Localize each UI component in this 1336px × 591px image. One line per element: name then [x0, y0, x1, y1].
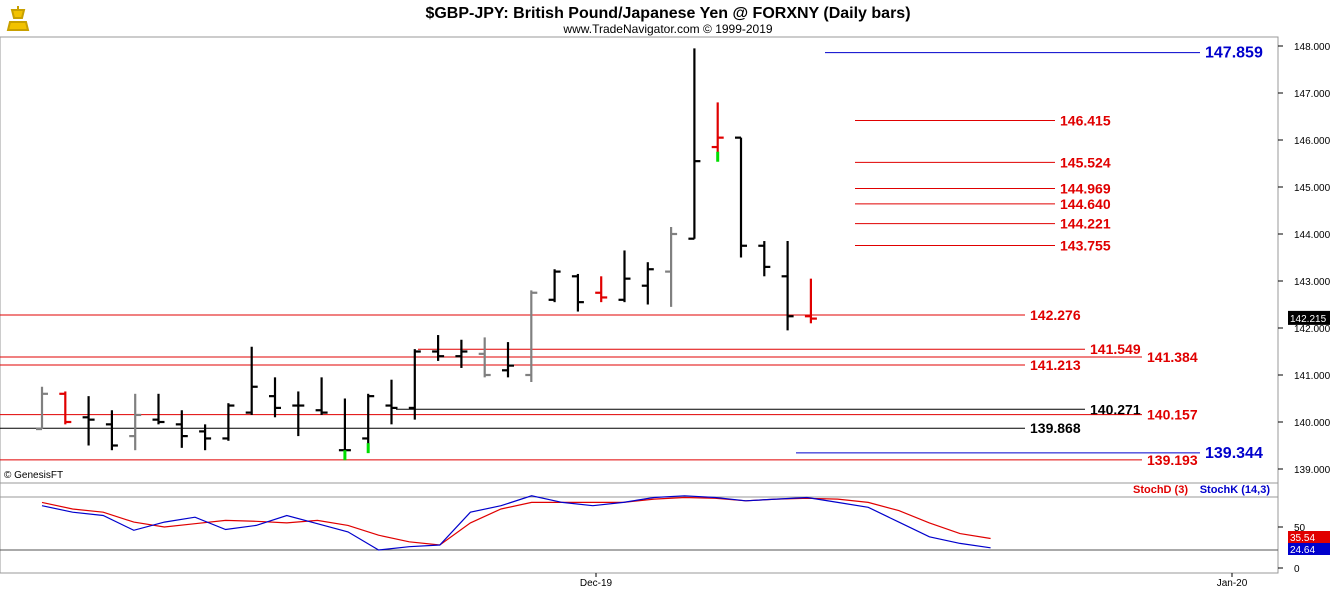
ohlc-bar	[758, 241, 771, 277]
stochastic-series-line	[41, 495, 991, 551]
y-tick-label: 142.000	[1294, 324, 1331, 335]
ohlc-bar	[688, 48, 701, 240]
y-tick-label: 141.000	[1294, 371, 1331, 382]
level-label: 139.868	[1030, 420, 1081, 436]
y-tick-label: 145.000	[1294, 183, 1331, 194]
level-label: 146.415	[1060, 112, 1111, 128]
ohlc-bar	[292, 391, 305, 437]
level-label: 141.213	[1030, 357, 1081, 373]
stoch-tick-label: 0	[1294, 564, 1300, 575]
level-label: 141.384	[1147, 349, 1198, 365]
ohlc-bar	[152, 393, 165, 425]
level-label: 144.640	[1060, 196, 1111, 212]
ohlc-bar	[455, 339, 468, 368]
ohlc-bar	[315, 377, 328, 415]
level-label: 145.524	[1060, 154, 1111, 170]
app-logo-icon	[3, 3, 33, 33]
ohlc-bar	[595, 276, 608, 303]
ohlc-bar	[478, 337, 491, 378]
y-tick-label: 143.000	[1294, 277, 1331, 288]
ohlc-bar	[408, 349, 421, 420]
ohlc-bar	[59, 391, 72, 425]
ohlc-bar	[36, 386, 48, 431]
level-label: 142.276	[1030, 307, 1081, 323]
ohlc-bar	[502, 342, 514, 378]
ohlc-bar	[641, 262, 654, 305]
stochk-value-label: 24.64	[1290, 545, 1315, 556]
copyright-label: © GenesisFT	[4, 470, 63, 481]
y-tick-label: 144.000	[1294, 230, 1331, 241]
stochastic-legend: StochD (3) StochK (14,3)	[1133, 484, 1270, 496]
level-label: 139.193	[1147, 452, 1198, 468]
legend-stochd: StochD (3)	[1133, 484, 1188, 496]
stochastic-series-line	[41, 496, 991, 546]
level-label: 141.549	[1090, 341, 1141, 357]
ohlc-bar	[338, 398, 351, 461]
last-price-badge	[1288, 310, 1330, 325]
ohlc-bar	[385, 379, 398, 425]
ohlc-bar	[245, 346, 258, 415]
ohlc-bar	[735, 136, 747, 258]
ohlc-bar	[129, 393, 142, 451]
ohlc-bar	[222, 403, 235, 441]
level-label: 140.157	[1147, 407, 1198, 423]
ohlc-bar	[618, 250, 631, 303]
x-tick-label: Dec-19	[580, 578, 613, 589]
y-tick-label: 148.000	[1294, 42, 1331, 53]
level-label: 143.755	[1060, 238, 1111, 254]
level-label: 144.221	[1060, 216, 1111, 232]
ohlc-bar	[175, 410, 188, 448]
ohlc-bar	[571, 273, 584, 312]
y-tick-label: 147.000	[1294, 89, 1331, 100]
ohlc-bar	[82, 396, 95, 446]
price-axis: 148.000 147.000 146.000 145.000 144.000 143.0…	[1278, 42, 1331, 476]
stochastic-lines	[41, 495, 991, 551]
ohlc-bar	[432, 335, 445, 361]
ohlc-bar	[525, 290, 538, 383]
ohlc-bar	[362, 393, 375, 454]
y-tick-label: 146.000	[1294, 136, 1331, 147]
level-label: 144.969	[1060, 180, 1111, 196]
date-axis: Dec-19 Jan-20	[580, 573, 1248, 589]
chart-title: $GBP-JPY: British Pound/Japanese Yen @ F…	[425, 5, 910, 22]
y-tick-label: 139.000	[1294, 465, 1331, 476]
x-tick-label: Jan-20	[1217, 578, 1248, 589]
ohlc-bar	[711, 102, 724, 162]
ohlc-bar	[781, 241, 794, 331]
chart-subtitle: www.TradeNavigator.com © 1999-2019	[562, 22, 772, 36]
stochk-value-badge	[1288, 543, 1330, 555]
ohlc-bar	[665, 226, 678, 307]
stoch-tick-label: 50	[1294, 523, 1306, 534]
ohlc-bar	[269, 377, 281, 418]
level-label: 140.271	[1090, 401, 1141, 417]
level-label: 139.344	[1205, 445, 1263, 462]
legend-stochk: StochK (14,3)	[1200, 484, 1271, 496]
y-tick-label: 140.000	[1294, 418, 1331, 429]
ohlc-bar	[199, 424, 212, 451]
ohlc-bar	[548, 269, 561, 303]
stochd-value-label: 35.54	[1290, 533, 1315, 544]
level-label: 147.859	[1205, 45, 1263, 62]
price-bars	[36, 48, 817, 461]
ohlc-bar	[804, 278, 817, 324]
stochd-value-badge	[1288, 531, 1330, 543]
ohlc-bar	[105, 410, 118, 451]
stochastic-panel	[0, 482, 1279, 574]
price-panel	[0, 36, 1279, 484]
last-price-label: 142.215	[1290, 314, 1327, 325]
